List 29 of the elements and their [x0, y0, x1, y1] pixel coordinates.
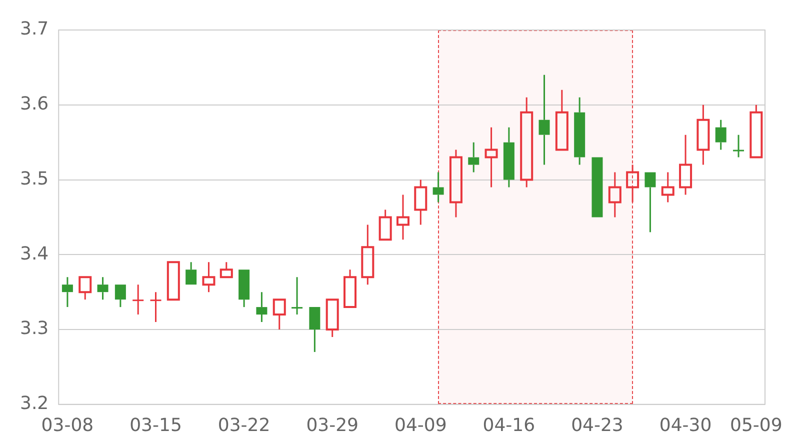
x-tick-label: 04-09: [394, 414, 447, 436]
candlestick: [520, 96, 534, 188]
x-tick-label: 04-16: [482, 414, 536, 436]
x-tick-label: 03-15: [130, 414, 182, 436]
x-tick-label: 04-23: [571, 414, 624, 436]
x-tick-label: 03-08: [41, 414, 94, 436]
y-tick-label: 3.6: [20, 94, 49, 115]
candlestick: [661, 172, 674, 203]
candlestick: [484, 126, 498, 188]
candlestick: [202, 261, 216, 293]
y-tick-label: 3.2: [20, 393, 49, 414]
candlestick: [608, 172, 622, 218]
candlestick: [696, 104, 710, 166]
x-tick-label: 03-22: [218, 414, 270, 436]
candlestick: [449, 149, 462, 218]
candlestick: [414, 179, 428, 226]
candlestick: [555, 89, 568, 151]
y-tick-label: 3.7: [20, 18, 49, 40]
y-tick-label: 3.5: [20, 168, 49, 190]
candlestick: [679, 134, 692, 196]
candlestick: [361, 224, 374, 286]
candlestick: [626, 164, 640, 203]
x-tick-label: 05-09: [730, 414, 782, 436]
candlestick: [272, 298, 286, 330]
candlestick: [396, 194, 410, 240]
x-tick-label: 04-30: [659, 414, 712, 436]
y-tick-label: 3.3: [20, 318, 49, 340]
y-tick-label: 3.4: [20, 243, 49, 264]
x-tick-label: 03-29: [306, 414, 358, 436]
